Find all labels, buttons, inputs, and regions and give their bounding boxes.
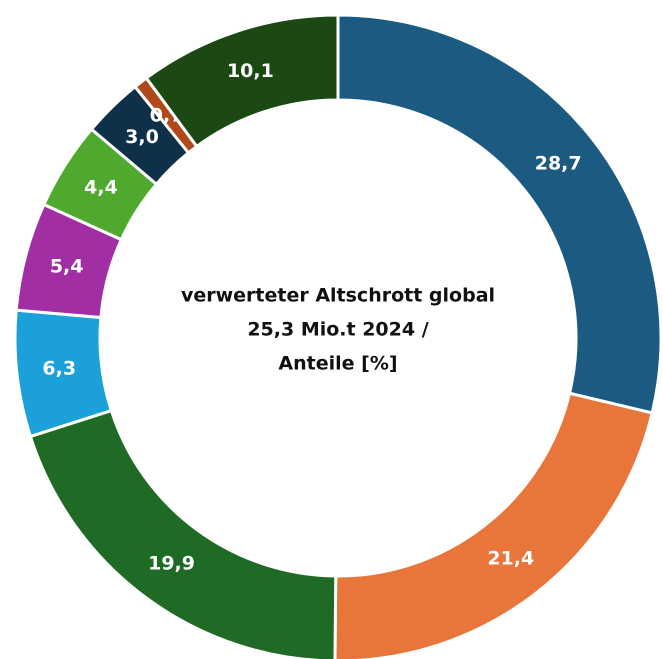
data-label: 10,1: [227, 60, 274, 82]
data-label: 19,9: [148, 552, 195, 574]
donut-segment: [144, 13, 340, 149]
chart-title: verwerteter Altschrott global: [181, 285, 495, 307]
donut-segment: [333, 391, 654, 659]
data-label: 6,3: [42, 358, 76, 380]
data-label: 28,7: [535, 153, 582, 175]
data-label: 3,0: [125, 126, 159, 148]
chart-title: Anteile [%]: [278, 353, 397, 375]
data-label: 4,4: [84, 176, 118, 198]
chart-title: 25,3 Mio.t 2024 /: [247, 319, 428, 341]
donut-segment: [28, 408, 338, 659]
data-label: 5,4: [50, 255, 84, 277]
donut-segment: [336, 13, 663, 415]
data-label: 21,4: [487, 547, 534, 569]
